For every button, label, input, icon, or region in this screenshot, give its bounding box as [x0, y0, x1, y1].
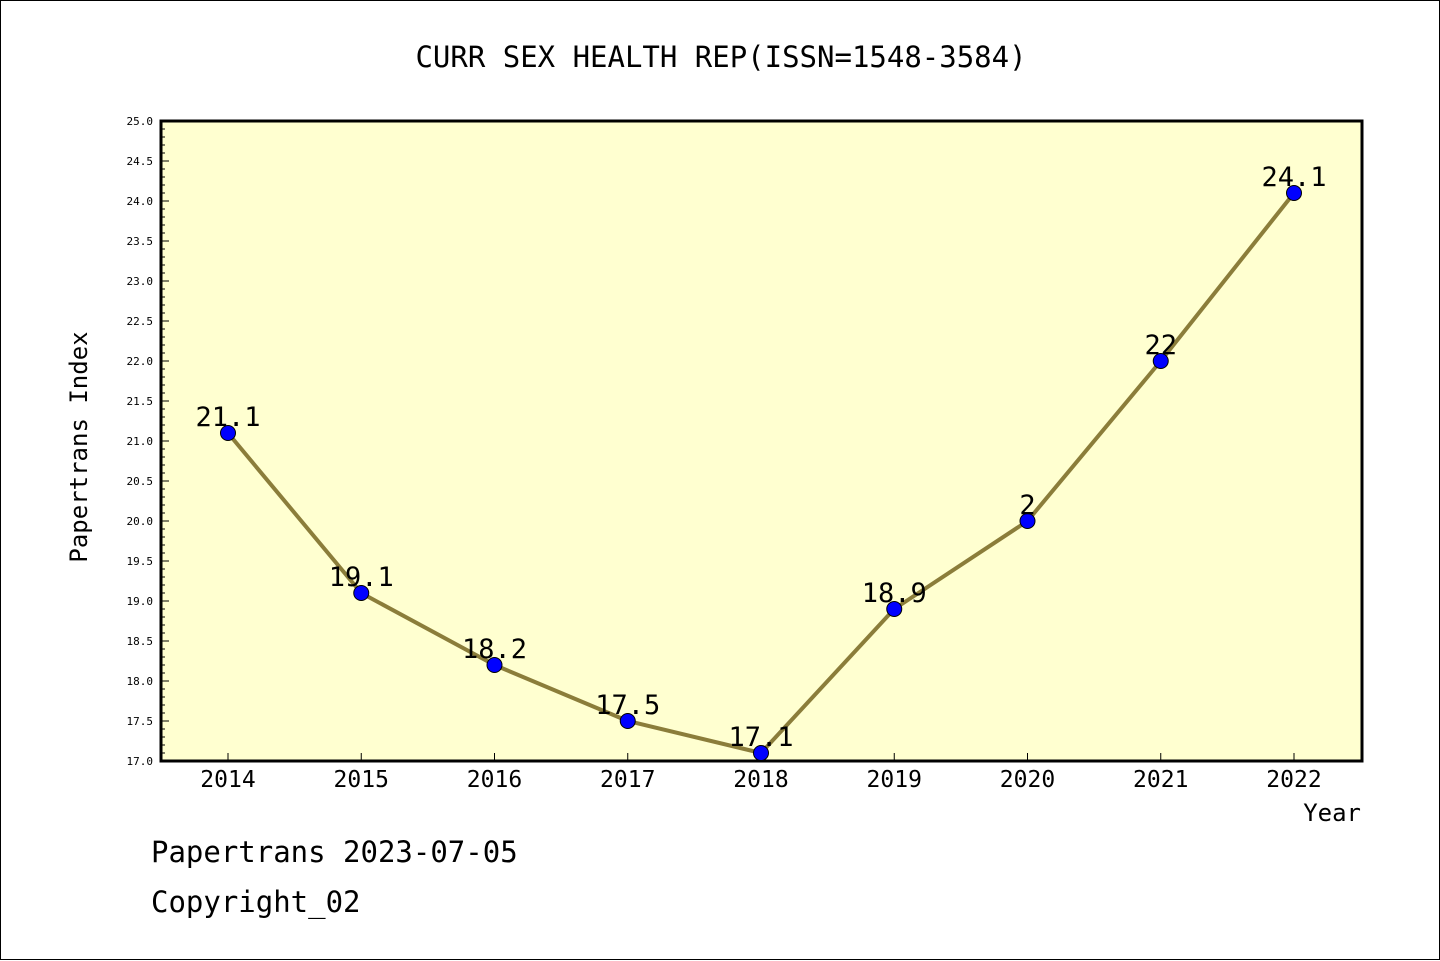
x-tick-label: 2022	[1266, 767, 1321, 793]
x-tick-label: 2014	[200, 767, 255, 793]
y-tick-label: 21.0	[127, 435, 154, 448]
footer-copyright-text: Copyright_02	[151, 885, 361, 919]
series-layer	[220, 185, 1302, 761]
y-axis-label: Papertrans Index	[65, 331, 93, 562]
y-tick-label: 22.5	[127, 315, 154, 328]
x-tick-label: 2017	[600, 767, 655, 793]
y-tick-label: 19.0	[127, 595, 154, 608]
data-label: 21.1	[195, 402, 260, 433]
y-tick-label: 17.5	[127, 715, 154, 728]
data-label: 22	[1144, 330, 1177, 361]
y-tick-label: 21.5	[127, 395, 154, 408]
y-tick-label: 22.0	[127, 355, 154, 368]
data-label: 19.1	[329, 562, 394, 593]
y-tick-label: 20.5	[127, 475, 154, 488]
y-tick-label: 19.5	[127, 555, 154, 568]
data-label: 18.2	[462, 634, 527, 665]
data-label: 24.1	[1261, 162, 1326, 193]
y-tick-label: 25.0	[127, 115, 154, 128]
y-tick-label: 20.0	[127, 515, 154, 528]
data-point	[353, 585, 370, 601]
data-label: 18.9	[862, 578, 927, 609]
y-tick-label: 18.5	[127, 635, 154, 648]
data-label: 2	[1019, 490, 1035, 521]
data-label: 17.5	[595, 690, 660, 721]
x-tick-label: 2019	[867, 767, 922, 793]
y-axis: 17.0 17.5 18.0 18.5 19.0 19.5 20.0 20.5 21.0 21.5…	[127, 115, 169, 768]
x-axis-label: Year	[1303, 799, 1361, 827]
x-tick-label: 2020	[1000, 767, 1055, 793]
y-tick-label: 23.5	[127, 235, 154, 248]
data-point	[753, 745, 769, 761]
data-point	[1019, 513, 1036, 529]
y-tick-label: 23.0	[127, 275, 154, 288]
plot-area	[159, 119, 1364, 763]
x-axis: 2014 2015 2016 2017 2018 2019 2020 2021 2022	[200, 753, 1322, 793]
data-point	[619, 713, 636, 729]
data-point	[1152, 353, 1169, 369]
data-point	[220, 425, 236, 441]
data-point	[1286, 185, 1302, 201]
y-tick-label: 17.0	[127, 755, 154, 768]
footer-date-text: Papertrans 2023-07-05	[151, 835, 518, 869]
data-point	[486, 657, 503, 673]
y-tick-label: 18.0	[127, 675, 154, 688]
x-tick-label: 2016	[467, 767, 522, 793]
data-label: 17.1	[728, 722, 793, 753]
chart-title: CURR SEX HEALTH REP(ISSN=1548-3584)	[415, 40, 1026, 74]
x-tick-label: 2015	[334, 767, 389, 793]
x-tick-label: 2021	[1133, 767, 1188, 793]
y-tick-label: 24.0	[127, 195, 154, 208]
y-tick-label: 24.5	[127, 155, 154, 168]
data-point	[886, 601, 903, 617]
x-tick-label: 2018	[733, 767, 788, 793]
